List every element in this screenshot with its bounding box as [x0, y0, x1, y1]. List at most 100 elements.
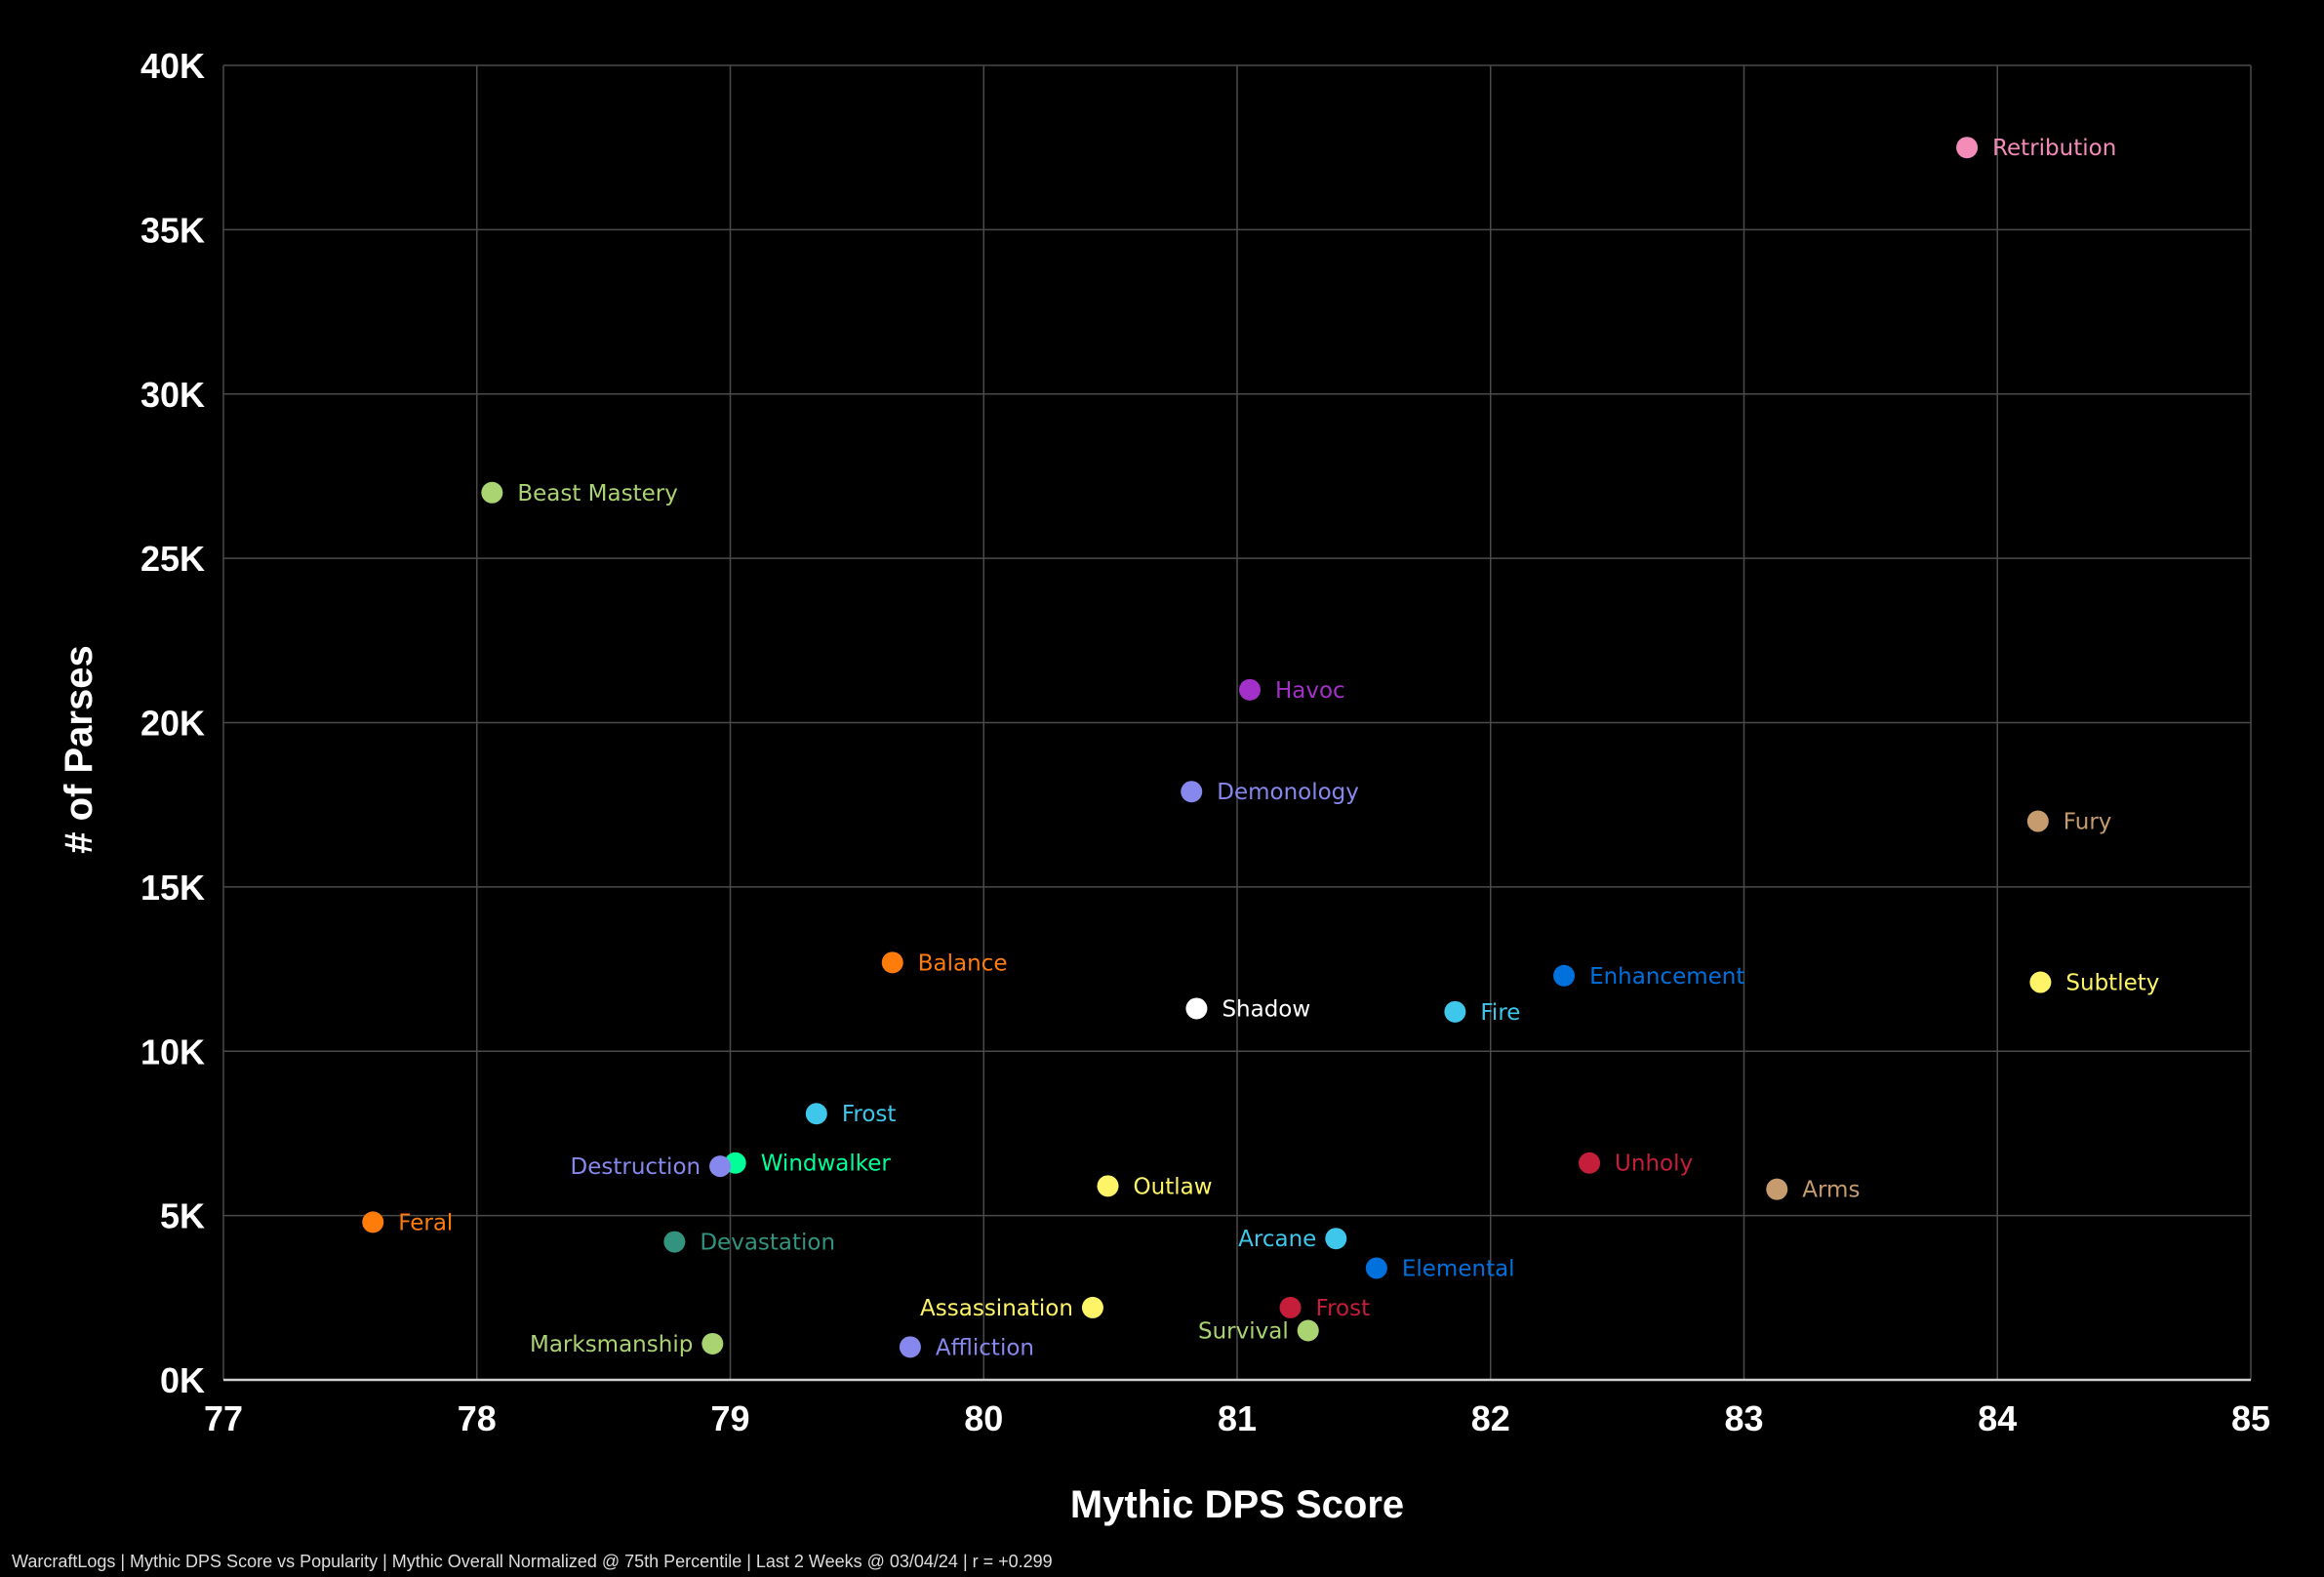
point-marker — [1185, 997, 1208, 1020]
point-label: Destruction — [571, 1154, 701, 1180]
point-label: Assassination — [920, 1296, 1073, 1321]
point-marker — [362, 1211, 384, 1233]
point-marker — [1279, 1296, 1302, 1318]
data-point: Destruction — [571, 1154, 732, 1180]
data-point: Enhancement — [1553, 964, 1744, 990]
point-label: Arms — [1802, 1178, 1860, 1203]
data-point: Outlaw — [1097, 1174, 1213, 1199]
grid-lines — [222, 64, 2252, 1382]
data-point: Shadow — [1185, 996, 1310, 1022]
data-point: Fury — [2026, 810, 2112, 835]
point-label: Survival — [1198, 1318, 1289, 1344]
data-point: Feral — [362, 1210, 453, 1235]
data-point: Marksmanship — [530, 1332, 724, 1357]
data-point: Survival — [1198, 1318, 1319, 1344]
point-marker — [1579, 1152, 1601, 1174]
data-point: Arcane — [1238, 1227, 1347, 1252]
data-point: Unholy — [1579, 1152, 1693, 1177]
data-point: Frost — [1279, 1296, 1371, 1321]
point-marker — [709, 1155, 732, 1178]
point-label: Subtlety — [2065, 971, 2159, 996]
data-point: Fire — [1444, 1000, 1520, 1026]
point-marker — [2029, 971, 2052, 993]
point-marker — [1444, 1000, 1466, 1023]
point-label: Marksmanship — [530, 1332, 693, 1357]
data-point: Elemental — [1365, 1257, 1515, 1282]
point-label: Elemental — [1402, 1257, 1515, 1282]
x-tick-label: 80 — [964, 1398, 1003, 1438]
point-marker — [1297, 1319, 1319, 1342]
point-label: Windwalker — [761, 1152, 892, 1177]
y-tick-label: 40K — [140, 46, 205, 86]
point-label: Beast Mastery — [517, 481, 678, 506]
point-label: Enhancement — [1589, 964, 1744, 990]
data-point: Havoc — [1238, 678, 1345, 704]
y-tick-label: 0K — [160, 1360, 205, 1400]
footer-caption: WarcraftLogs | Mythic DPS Score vs Popul… — [12, 1552, 1053, 1571]
point-label: Unholy — [1615, 1152, 1693, 1177]
y-tick-label: 25K — [140, 539, 205, 579]
y-axis-title: # of Parses — [58, 645, 100, 853]
point-label: Frost — [842, 1102, 897, 1127]
point-marker — [1365, 1257, 1387, 1279]
data-point: Devastation — [663, 1231, 835, 1256]
point-label: Retribution — [1992, 136, 2116, 161]
point-marker — [481, 481, 503, 504]
x-axis-ticks: 77 78 79 80 81 82 83 84 85 — [204, 1398, 2270, 1438]
point-marker — [1081, 1296, 1103, 1318]
point-marker — [1553, 964, 1576, 987]
data-point: Frost — [805, 1102, 897, 1127]
point-marker — [1097, 1175, 1119, 1197]
x-tick-label: 85 — [2231, 1398, 2270, 1438]
data-point: Windwalker — [724, 1152, 892, 1177]
point-marker — [899, 1336, 921, 1358]
x-tick-label: 79 — [710, 1398, 749, 1438]
data-point: Arms — [1766, 1178, 1860, 1203]
point-label: Fury — [2064, 810, 2112, 835]
y-tick-label: 15K — [140, 868, 205, 908]
x-tick-label: 78 — [458, 1398, 497, 1438]
data-point: Retribution — [1956, 136, 2116, 161]
point-marker — [1181, 781, 1203, 803]
x-tick-label: 84 — [1978, 1398, 2017, 1438]
point-marker — [1956, 137, 1979, 159]
point-marker — [701, 1332, 724, 1355]
x-axis-title: Mythic DPS Score — [1070, 1483, 1404, 1526]
point-label: Balance — [918, 950, 1008, 976]
data-point: Subtlety — [2029, 971, 2159, 996]
data-point: Balance — [881, 950, 1008, 976]
data-point: Assassination — [920, 1296, 1103, 1321]
x-tick-label: 82 — [1471, 1398, 1510, 1438]
point-label: Affliction — [936, 1335, 1034, 1360]
y-axis-ticks: 0K 5K 10K 15K 20K 25K 30K 35K 40K — [140, 46, 205, 1400]
point-label: Shadow — [1222, 996, 1310, 1022]
point-label: Feral — [398, 1210, 453, 1235]
point-marker — [805, 1103, 827, 1125]
data-point: Demonology — [1181, 780, 1359, 805]
point-marker — [1325, 1228, 1347, 1250]
x-tick-label: 77 — [204, 1398, 243, 1438]
data-points: Retribution Beast Mastery Havoc Demonology F… — [362, 136, 2159, 1360]
y-tick-label: 30K — [140, 375, 205, 415]
point-marker — [663, 1231, 686, 1253]
point-label: Demonology — [1217, 780, 1359, 805]
point-label: Devastation — [700, 1231, 835, 1256]
x-tick-label: 83 — [1724, 1398, 1763, 1438]
point-label: Havoc — [1275, 678, 1345, 704]
x-tick-label: 81 — [1218, 1398, 1257, 1438]
point-label: Fire — [1480, 1000, 1520, 1026]
point-marker — [2026, 810, 2049, 832]
data-point: Affliction — [899, 1335, 1034, 1360]
point-marker — [1766, 1178, 1788, 1200]
point-label: Arcane — [1238, 1227, 1316, 1252]
point-label: Outlaw — [1134, 1174, 1213, 1199]
point-label: Frost — [1316, 1296, 1371, 1321]
y-tick-label: 5K — [160, 1196, 205, 1236]
data-point: Beast Mastery — [481, 481, 678, 506]
y-tick-label: 20K — [140, 704, 205, 744]
point-marker — [1238, 678, 1261, 701]
point-marker — [881, 951, 903, 974]
y-tick-label: 35K — [140, 210, 205, 250]
y-tick-label: 10K — [140, 1031, 205, 1072]
